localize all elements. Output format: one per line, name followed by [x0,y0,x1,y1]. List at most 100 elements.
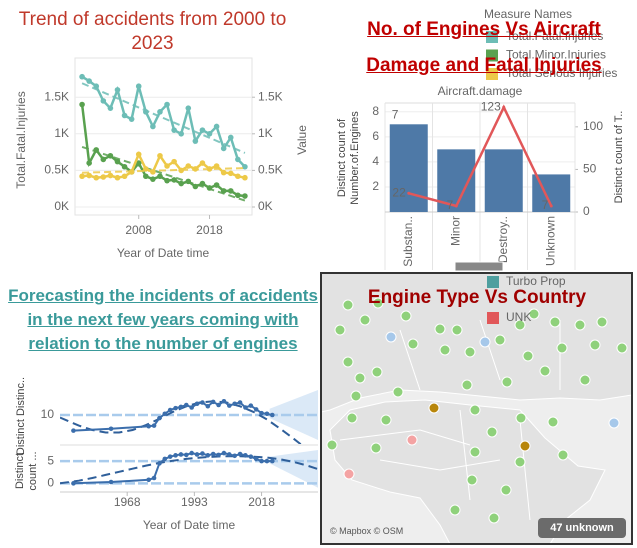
series-point [121,112,128,119]
map-point [372,297,384,309]
series-point [185,163,192,169]
legend-title: Measure Names [484,7,572,21]
bar-value-label: 7 [392,107,399,121]
series-point [93,174,100,181]
series-point [264,458,270,464]
map-point [359,314,371,326]
trend-line [82,167,245,174]
series-point [205,453,211,458]
series-point [199,127,206,133]
series-point [114,158,121,165]
y2-axis-title: Distinct count of T.. [613,110,625,204]
y-axis-title: Distinct count ... [14,451,39,491]
series-point [192,138,199,144]
series-point [71,481,76,486]
unknown-badge [538,518,626,538]
map-point [354,372,366,384]
trend-line [81,82,246,154]
series-point [162,411,168,417]
map-point [326,439,338,451]
series-point [185,105,192,111]
series-point [227,403,232,408]
y-axis-title: Total.Fatal.Injuries [14,91,28,188]
forecast-band [269,390,318,440]
map-attribution: © Mapbox © OSM [330,526,404,536]
series-point [216,452,221,458]
map-frame [320,272,633,545]
series-point [248,403,254,408]
chart-title: Forecasting the incidents of accidents i… [8,286,318,353]
series-point [189,450,194,456]
series-point [157,109,163,115]
series-point [199,180,206,187]
map-point [451,324,463,336]
map-point [343,468,355,480]
series-point [86,160,92,166]
legend-label: Total.Fatal.Injuries [506,29,603,43]
series-point [79,73,85,80]
legend-label: UNK [506,310,531,324]
series-point [107,172,114,179]
y2-axis-title: Value [295,125,309,155]
series-point [167,454,173,459]
trend-line [60,400,303,444]
series-point [178,180,184,187]
y-tick-label: 1.5K [44,89,69,103]
map-point [557,449,569,461]
legend-label: Turbo Prop [506,274,566,288]
series-point [157,152,163,159]
map-point [488,512,500,524]
series-point [171,127,177,133]
series-point [107,152,114,159]
map-point [549,316,561,328]
series-line [81,75,246,168]
series-point [227,452,232,457]
series-point [200,451,205,456]
map-point [589,339,601,351]
unknown-badge-label[interactable]: 47 unknown [550,522,614,534]
x-axis-title: Year of Date time [117,246,210,260]
line-value-label: 22 [392,185,406,199]
y2-tick-label: 1.5K [258,89,283,103]
y2-tick-label: 0 [583,204,590,218]
series-point [108,479,114,485]
legend-label: Total.Minor.Injuries [506,48,606,62]
map-point [500,484,512,496]
bar [484,149,523,212]
trend-line [81,145,246,202]
map-point [370,442,382,454]
series-point [264,411,270,417]
map-point [461,379,473,391]
series-point [213,123,220,130]
map-point [428,402,440,414]
series-point [235,192,241,199]
series-point [151,423,157,428]
series-point [173,453,178,458]
series-point [114,174,121,181]
series-point [220,169,227,176]
series-point [253,456,259,462]
chart-title: Trend of accidents from 2000 to 2023 [18,9,287,54]
series-point [237,451,243,457]
x-tick-label: 2018 [196,223,223,237]
map-point [515,412,527,424]
series-point [227,170,234,177]
series-point [253,407,259,412]
map-point [579,374,591,386]
y2-tick-label: 0.5K [258,163,283,177]
series-point [210,451,216,457]
y-tick-label: 4 [372,154,379,168]
series-point [121,163,128,170]
y2-tick-label: 1K [258,126,273,140]
map-point [556,342,568,354]
map-point [334,324,346,336]
y-axis-title: Distinct count of Number.of.Engines [336,111,361,205]
x-tick-label: Destroy.. [496,216,510,263]
y-tick-label: 0.5K [44,163,69,177]
series-point [248,454,254,459]
map: Turbo Prop UNK [320,261,633,545]
line-value-label: 7 [542,198,549,212]
x-tick-label: Substan.. [401,216,415,267]
series-point [164,177,170,184]
map-point [464,346,476,358]
